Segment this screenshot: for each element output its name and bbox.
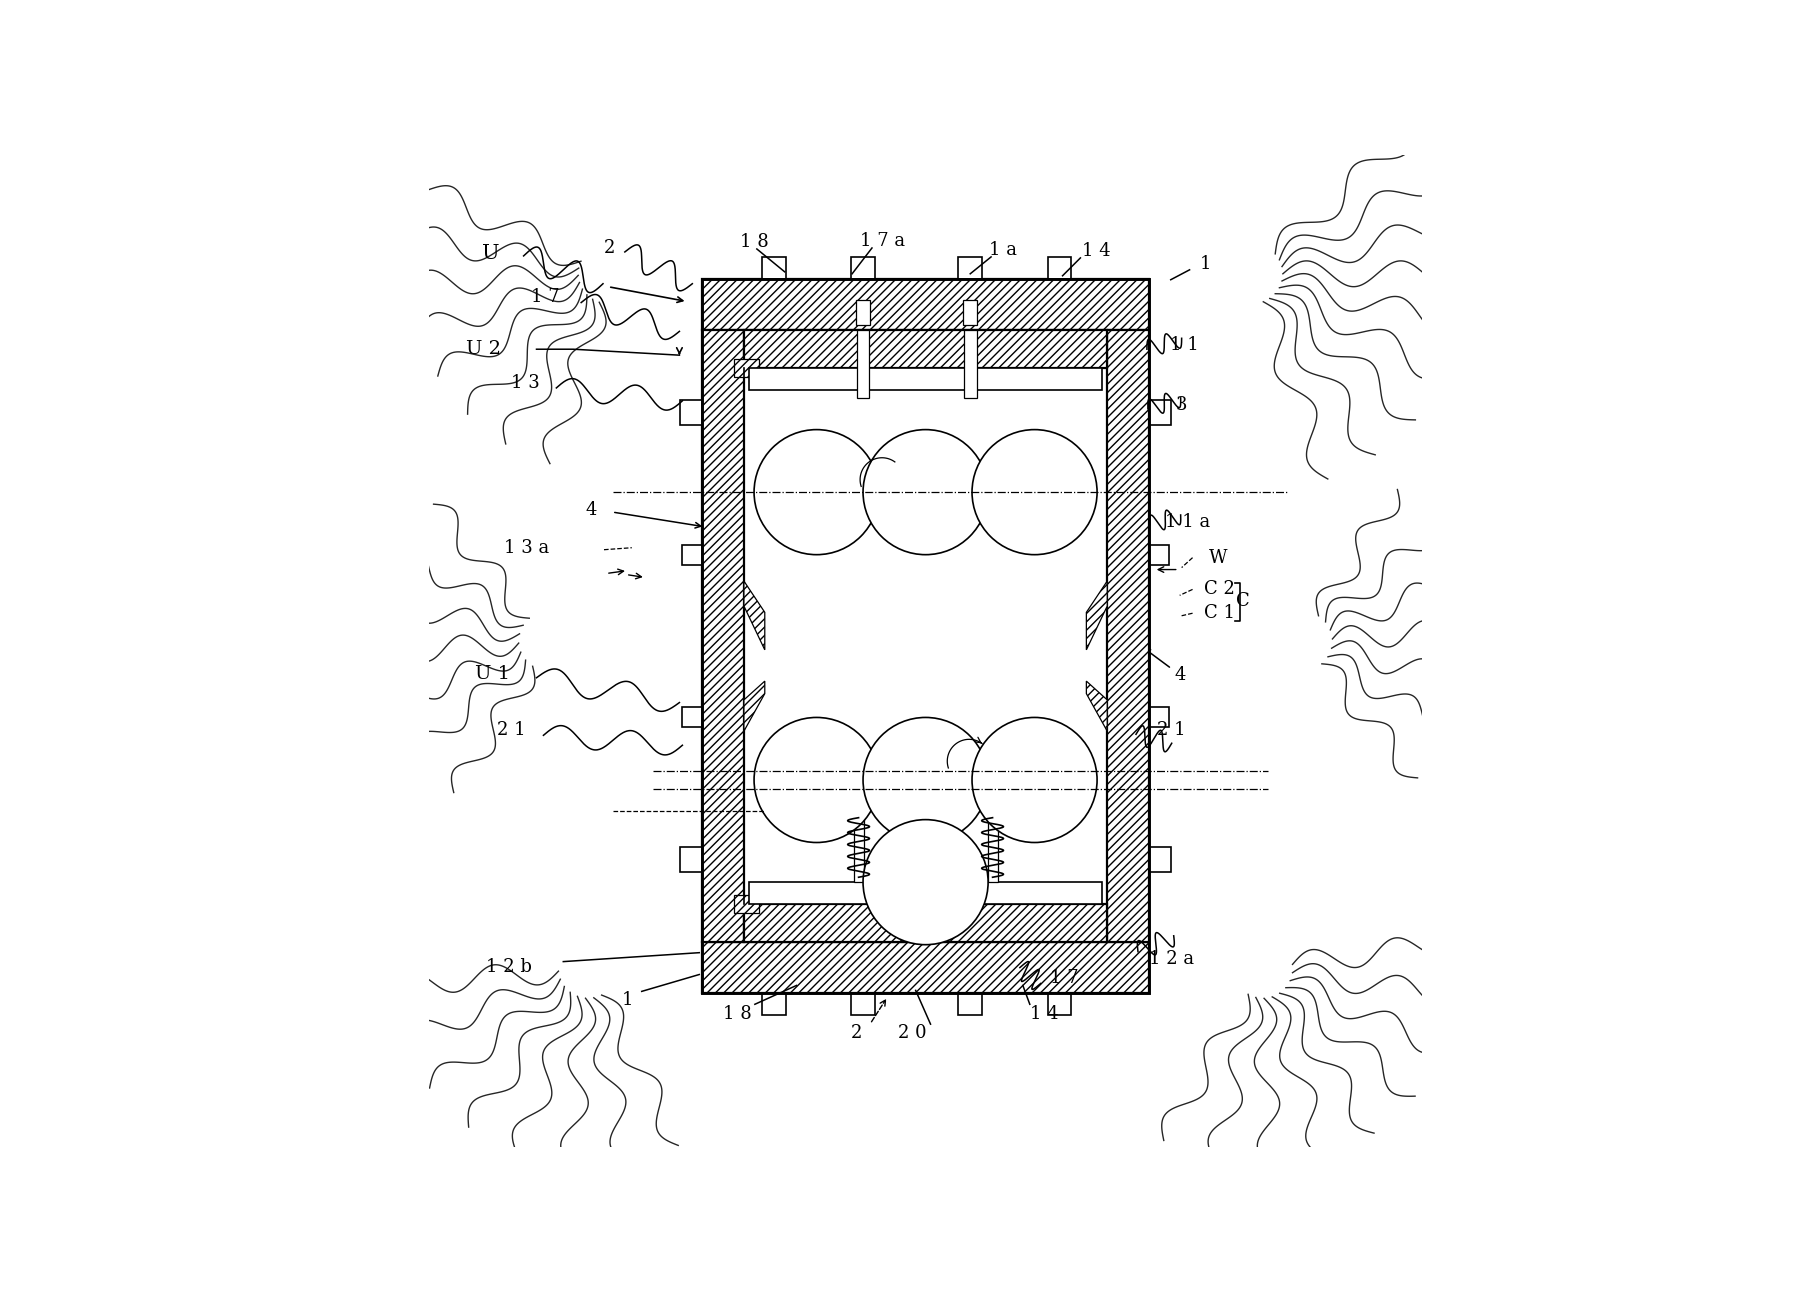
Bar <box>744 904 1106 942</box>
Bar <box>1148 708 1168 727</box>
Polygon shape <box>1087 581 1106 650</box>
Text: U: U <box>482 245 500 263</box>
Text: 1 a: 1 a <box>989 241 1016 259</box>
Text: 1 4: 1 4 <box>1031 1005 1058 1023</box>
Bar <box>958 257 982 278</box>
Bar <box>702 330 744 942</box>
Bar <box>964 330 977 398</box>
Circle shape <box>863 718 987 843</box>
Bar <box>762 994 785 1016</box>
Bar <box>856 330 868 398</box>
Text: 1 4: 1 4 <box>1081 242 1110 260</box>
Bar <box>682 708 702 727</box>
Bar <box>749 882 1101 904</box>
Bar <box>682 545 702 565</box>
Text: C 1: C 1 <box>1204 605 1235 623</box>
Bar <box>1106 330 1148 942</box>
Bar <box>680 400 702 424</box>
Text: C: C <box>1236 593 1249 610</box>
Bar <box>680 847 702 873</box>
Text: 2 0: 2 0 <box>897 1023 926 1042</box>
Polygon shape <box>1087 681 1106 731</box>
Bar <box>744 369 1106 904</box>
Polygon shape <box>744 681 764 731</box>
Bar <box>733 360 758 378</box>
Circle shape <box>971 718 1096 843</box>
Bar <box>702 278 1148 330</box>
Text: 1 8: 1 8 <box>722 1005 751 1023</box>
Bar <box>1148 400 1170 424</box>
Bar <box>733 895 758 913</box>
Text: 2: 2 <box>850 1023 861 1042</box>
Circle shape <box>754 718 879 843</box>
Text: 1: 1 <box>621 991 634 1009</box>
Text: W: W <box>1209 549 1227 567</box>
Polygon shape <box>744 581 764 650</box>
Text: 1 7 a: 1 7 a <box>859 232 904 250</box>
Bar <box>850 994 874 1016</box>
Circle shape <box>754 429 879 554</box>
Bar <box>987 813 996 882</box>
Text: 1 1 a: 1 1 a <box>1164 513 1209 531</box>
Bar <box>744 330 1106 369</box>
Bar <box>749 369 1101 389</box>
Bar <box>854 813 863 882</box>
Bar <box>1047 994 1070 1016</box>
Text: 2: 2 <box>605 238 616 257</box>
Text: 1 3: 1 3 <box>511 374 540 392</box>
Circle shape <box>971 429 1096 554</box>
Bar <box>702 942 1148 994</box>
Text: C 2: C 2 <box>1204 580 1235 598</box>
Bar <box>1148 545 1168 565</box>
Text: 4: 4 <box>585 501 596 519</box>
Text: U 2: U 2 <box>466 340 502 358</box>
Text: 1 1: 1 1 <box>1170 336 1199 354</box>
Bar <box>958 994 982 1016</box>
Text: 2 1: 2 1 <box>496 722 525 740</box>
Text: 1 8: 1 8 <box>740 233 769 251</box>
Text: 1: 1 <box>1199 255 1211 273</box>
Bar <box>856 299 870 325</box>
Text: U 1: U 1 <box>475 665 511 683</box>
Circle shape <box>863 820 987 945</box>
Text: 1 2 b: 1 2 b <box>486 958 531 976</box>
Bar <box>850 257 874 278</box>
Bar <box>1047 257 1070 278</box>
Text: 1 2 a: 1 2 a <box>1148 950 1193 968</box>
Bar <box>762 257 785 278</box>
Circle shape <box>863 429 987 554</box>
Text: 1 3 a: 1 3 a <box>504 539 549 557</box>
Text: 1 7: 1 7 <box>531 287 560 305</box>
Bar <box>702 278 1148 994</box>
Text: 1 7: 1 7 <box>1051 969 1078 987</box>
Text: 2 1: 2 1 <box>1157 722 1186 740</box>
Bar <box>962 299 977 325</box>
Text: 3: 3 <box>1175 396 1186 414</box>
Bar <box>702 278 1148 994</box>
Bar <box>1148 847 1170 873</box>
Text: 4: 4 <box>1175 665 1186 683</box>
